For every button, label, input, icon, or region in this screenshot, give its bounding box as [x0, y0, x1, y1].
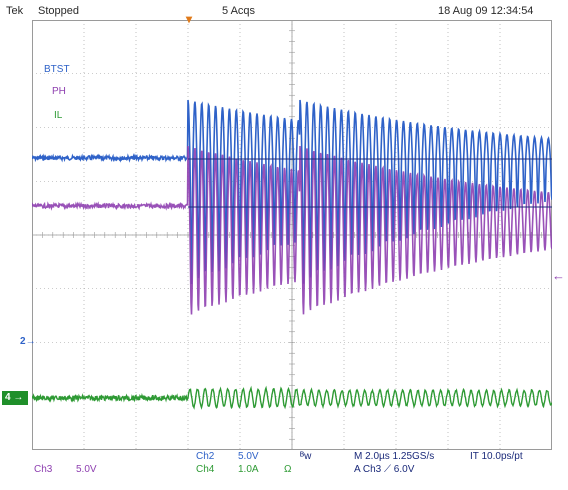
ch3-name: Ch3: [34, 464, 53, 475]
trigger-level-arrow-icon[interactable]: ←: [552, 268, 565, 283]
waveform-svg: [32, 20, 552, 450]
brand-label: Tek: [6, 5, 24, 17]
ch4-name: Ch4: [196, 464, 215, 475]
ch2-name: Ch2: [196, 451, 215, 462]
ch2-scale: 5.0V: [238, 451, 259, 462]
trigger-readout: A Ch3 ⟋ 6.0V: [354, 464, 415, 475]
ch4-coupling: Ω: [284, 464, 292, 475]
arrow-right-icon: →: [25, 336, 36, 347]
waveform-display: [32, 20, 552, 450]
graticule: [32, 20, 552, 450]
ch3-scale: 5.0V: [76, 464, 97, 475]
ch2-reference-number: 2: [20, 336, 26, 347]
trigger-position-icon[interactable]: ▾: [186, 12, 193, 26]
arrow-right-icon: →: [13, 392, 24, 403]
il-trace: [32, 385, 552, 410]
trace-label-btst: BTST: [44, 64, 70, 75]
trace-label-ph: PH: [52, 86, 66, 97]
ph-trace: [32, 145, 552, 315]
ch4-reference-number: 4: [5, 392, 11, 403]
timestamp: 18 Aug 09 12:34:54: [438, 5, 534, 17]
acquisition-count: 5 Acqs: [222, 5, 256, 17]
run-state-label: Stopped: [38, 5, 79, 17]
horizontal-readout: M 2.0µs 1.25GS/s: [354, 451, 435, 462]
bandwidth-limit-icon: ᴮw: [300, 451, 312, 462]
ch4-scale: 1.0A: [238, 464, 259, 475]
ch4-reference-marker[interactable]: 4 →: [2, 391, 28, 405]
interpolation-readout: IT 10.0ps/pt: [470, 451, 523, 462]
trace-label-il: IL: [54, 110, 63, 121]
ch2-reference-marker[interactable]: 2→: [20, 336, 36, 347]
btst-trace: [32, 99, 552, 285]
traces: [32, 99, 552, 410]
